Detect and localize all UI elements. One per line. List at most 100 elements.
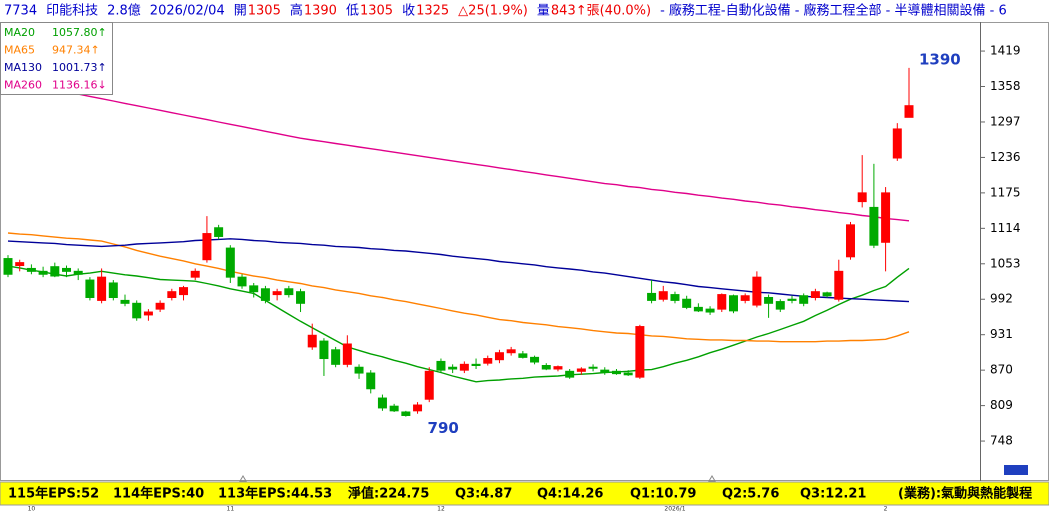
- candle-body: [530, 356, 540, 363]
- candle-body: [881, 192, 891, 243]
- header-text: 2026/02/04: [150, 4, 225, 19]
- legend-value: 1001.73↑: [52, 61, 107, 74]
- plot-area: 1419 1358 1297 1236 1175 1114 1053 992 931 870 809…: [3, 44, 1021, 513]
- candle-body: [401, 411, 411, 416]
- candle-body: [202, 233, 212, 261]
- candle-body: [3, 258, 13, 275]
- y-tick-label: 931: [990, 327, 1013, 341]
- candle-body: [775, 301, 785, 310]
- candle-body: [190, 270, 200, 278]
- candle-body: [670, 294, 680, 301]
- candle-body: [108, 282, 118, 298]
- candle-body: [342, 343, 352, 365]
- header: 7734 印能科技 2.8億 2026/02/04 開 1305 高 1390 低 1305 收 13…: [4, 3, 1007, 19]
- candle-body: [436, 360, 446, 371]
- candle-body: [354, 366, 364, 374]
- candle-body: [26, 267, 36, 272]
- candle-body: [85, 279, 95, 298]
- candle-body: [307, 334, 317, 348]
- candle-body: [366, 372, 376, 390]
- candle-body: [705, 308, 715, 313]
- eps-text: Q3:4.87: [455, 487, 512, 502]
- header-text: △25(1.9%): [458, 4, 528, 19]
- candle-body: [179, 287, 189, 296]
- header-text: 843↑張(40.0%): [551, 4, 651, 19]
- candle-body: [506, 349, 516, 354]
- candle-body: [413, 404, 423, 412]
- eps-text: (業務):氣動與熱能製程: [898, 486, 1032, 502]
- candle-body: [611, 370, 621, 375]
- candle-body: [237, 276, 247, 287]
- eps-text: 淨值:224.75: [348, 486, 429, 502]
- candle-body: [272, 291, 282, 296]
- annotation: 1390: [919, 50, 961, 68]
- candle-body: [752, 276, 762, 306]
- y-tick-label: 1236: [990, 150, 1021, 164]
- x-tick-label: 10: [28, 506, 36, 513]
- candle-body: [97, 276, 107, 301]
- candle-body: [647, 292, 657, 301]
- y-tick-label: 748: [990, 434, 1013, 448]
- candle-body: [764, 296, 774, 304]
- candle-body: [62, 267, 72, 272]
- candle-body: [296, 291, 306, 304]
- candle-body: [132, 302, 142, 319]
- candle-body: [424, 370, 434, 400]
- candle-body: [892, 128, 902, 159]
- y-tick-label: 1358: [990, 79, 1021, 93]
- legend-box: [0, 22, 113, 95]
- eps-text: 115年EPS:52: [8, 486, 99, 502]
- candle-body: [73, 270, 83, 275]
- eps-text: Q1:10.79: [630, 487, 696, 502]
- candle-body: [541, 365, 551, 370]
- candle-body: [459, 363, 469, 371]
- candle-body: [389, 405, 399, 412]
- eps-text: 113年EPS:44.53: [218, 486, 332, 502]
- candle-body: [904, 105, 914, 118]
- y-tick-label: 1419: [990, 44, 1021, 58]
- candle-body: [120, 299, 130, 304]
- header-text: 1305: [248, 4, 281, 19]
- header-text: 量: [537, 4, 550, 19]
- eps-text: Q4:14.26: [537, 487, 603, 502]
- candle-body: [693, 306, 703, 312]
- candle-body: [682, 298, 692, 308]
- ma-line: [7, 232, 910, 343]
- candle-body: [260, 288, 270, 301]
- candle-body: [635, 326, 645, 378]
- header-text: 1390: [304, 4, 337, 19]
- candle-body: [728, 295, 738, 312]
- eps-text: 114年EPS:40: [113, 486, 204, 502]
- candle-body: [658, 291, 668, 300]
- eps-bar: [0, 481, 1049, 506]
- candle-body: [787, 298, 797, 301]
- candle-body: [38, 270, 48, 275]
- x-tick-label: 2026/1: [664, 506, 685, 513]
- candle-body: [565, 370, 575, 378]
- candle-body: [377, 397, 387, 409]
- candle-body: [448, 366, 458, 370]
- legend-name: MA20: [4, 26, 35, 39]
- y-tick-label: 1297: [990, 114, 1021, 128]
- candle-body: [331, 349, 341, 365]
- y-tick-label: 809: [990, 398, 1013, 412]
- legend-name: MA65: [4, 44, 35, 57]
- candle-body: [834, 270, 844, 300]
- y-tick-label: 1175: [990, 185, 1021, 199]
- candle-body: [845, 224, 855, 258]
- candle-body: [869, 206, 879, 246]
- candle-body: [518, 353, 528, 358]
- candle-body: [284, 288, 294, 296]
- candle-body: [225, 247, 235, 278]
- header-text: 7734: [4, 4, 37, 19]
- header-text: 2.8億: [107, 3, 141, 19]
- y-tick-label: 870: [990, 363, 1013, 377]
- y-tick-label: 992: [990, 292, 1013, 306]
- y-tick-label: 1053: [990, 256, 1021, 270]
- candle-body: [494, 352, 504, 361]
- candle-body: [740, 295, 750, 301]
- candle-body: [857, 192, 867, 203]
- candle-body: [600, 369, 610, 373]
- marker-triangles: [239, 475, 716, 482]
